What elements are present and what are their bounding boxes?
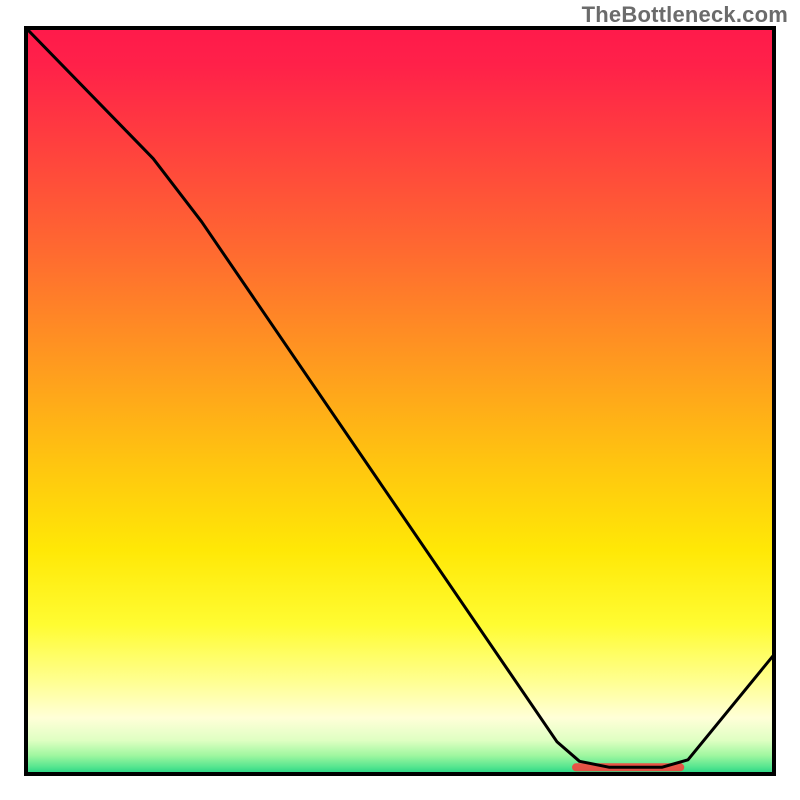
chart-container: TheBottleneck.com <box>0 0 800 800</box>
chart-svg <box>0 0 800 800</box>
watermark-label: TheBottleneck.com <box>582 2 788 28</box>
gradient-background <box>26 28 774 774</box>
